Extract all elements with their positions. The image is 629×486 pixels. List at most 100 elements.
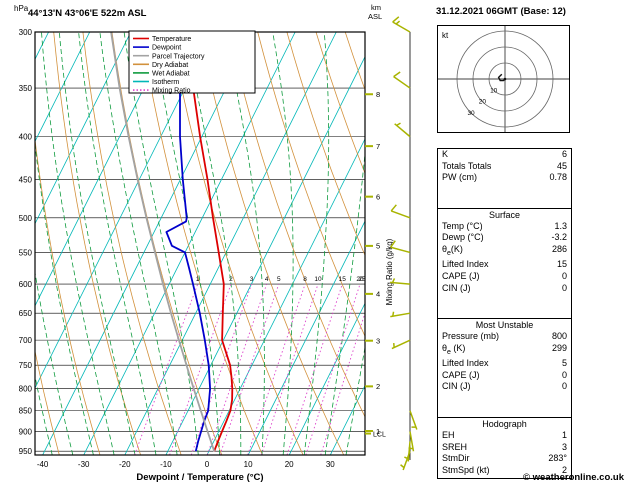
- stat-row: Totals Totals 45: [438, 161, 571, 173]
- stat-value: -3.2: [551, 232, 567, 243]
- stat-value: 0: [561, 381, 567, 392]
- stat-row: Lifted Index 15: [438, 259, 571, 271]
- datetime-label: 31.12.2021 06GMT (Base: 12): [436, 6, 566, 17]
- wet-adiabats: [35, 32, 365, 455]
- wind-barb: [392, 16, 411, 33]
- stat-label: Totals Totals: [442, 160, 492, 171]
- km-tick-label: 7: [376, 142, 380, 151]
- temp-tick-label: -10: [160, 460, 172, 469]
- hodograph-ring: [488, 62, 522, 96]
- stat-row: Lifted Index 5: [438, 358, 571, 370]
- pressure-gridlines: [35, 31, 365, 452]
- km-tick-label: 1: [376, 427, 380, 436]
- pressure-tick-label: 700: [19, 336, 33, 345]
- temp-tick-label: 20: [285, 460, 294, 469]
- stat-value: 800: [551, 331, 567, 342]
- hodograph-trace: [497, 73, 506, 82]
- legend-item-parcel: Parcel Trajectory: [152, 53, 205, 60]
- stat-label: Dewp (°C): [442, 232, 484, 243]
- stat-label: SREH: [442, 441, 468, 452]
- parcel-trajectory-line: [110, 32, 216, 452]
- stat-row: SREH 3: [438, 442, 571, 454]
- hodo-ring-label: 20: [479, 99, 487, 106]
- km-tick-label: 5: [376, 242, 380, 251]
- stat-value: 1: [561, 429, 567, 440]
- mixing-ratio-value-label: 15: [339, 276, 347, 283]
- stats-table: K 6 Totals Totals 45 PW (cm) 0.78 Surface Temp …: [437, 148, 572, 480]
- pressure-axis-labels: 300 350 400 450 500 550 600 650 700 750 800 850 900 9…: [19, 28, 33, 456]
- isotherms: [35, 32, 365, 455]
- km-tick-label: 3: [376, 337, 380, 346]
- km-tick-label: 4: [376, 290, 380, 299]
- stat-value: 3: [561, 441, 567, 452]
- stat-label: CAPE (J): [442, 369, 480, 380]
- stat-row: θe (K) 299: [438, 343, 571, 358]
- stat-value: 1.3: [554, 220, 567, 231]
- mixing-ratio-value-label: 1: [196, 276, 200, 283]
- pressure-tick-label: 800: [19, 385, 33, 394]
- mixing-ratio-value-label: 3: [250, 276, 254, 283]
- dewpoint-line: [165, 32, 212, 452]
- km-tick-label: 8: [376, 90, 380, 99]
- stat-value: 286: [551, 243, 567, 254]
- stat-value: 5: [561, 358, 567, 369]
- lcl-label: LCL: [373, 432, 386, 439]
- pressure-tick-label: 550: [19, 248, 33, 257]
- temperature-line: [186, 32, 234, 452]
- pressure-tick-label: 350: [19, 84, 33, 93]
- hodograph-ring: [472, 46, 538, 112]
- stat-label: θe(K): [442, 243, 463, 257]
- wind-barb: [390, 240, 411, 254]
- legend-item-wet_adiabat: Wet Adiabat: [152, 71, 190, 78]
- temp-tick-label: -30: [78, 460, 90, 469]
- stat-label: θe (K): [442, 342, 466, 356]
- hodo-ring-label: 10: [490, 87, 498, 94]
- pressure-tick-label: 750: [19, 361, 33, 370]
- x-axis-title: Dewpoint / Temperature (°C): [136, 472, 263, 483]
- wind-barb: [391, 339, 411, 350]
- stat-value: 0.78: [549, 172, 567, 183]
- stat-row: Dewp (°C) -3.2: [438, 232, 571, 244]
- pressure-tick-label: 650: [19, 309, 33, 318]
- temp-tick-label: -20: [119, 460, 131, 469]
- stat-row: CIN (J) 0: [438, 283, 571, 295]
- hodograph-ring: [456, 30, 554, 128]
- wind-barb: [390, 204, 411, 219]
- km-unit-label: km: [371, 3, 381, 12]
- legend-item-dry_adiabat: Dry Adiabat: [152, 62, 188, 69]
- profile-lines: [110, 32, 234, 452]
- stat-label: StmDir: [442, 453, 470, 464]
- stat-row: StmSpd (kt) 2: [438, 465, 571, 477]
- stat-row: CAPE (J) 0: [438, 370, 571, 382]
- stat-label: Lifted Index: [442, 259, 489, 270]
- asl-unit-label: ASL: [368, 12, 382, 21]
- stat-value: 0: [561, 369, 567, 380]
- stat-row: Temp (°C) 1.3: [438, 221, 571, 233]
- mixing-ratio-value-label: 8: [303, 276, 307, 283]
- stat-row: PW (cm) 0.78: [438, 172, 571, 184]
- mixing-ratio-value-label: 5: [277, 276, 281, 283]
- stat-row: Pressure (mb) 800: [438, 331, 571, 343]
- hodograph-unit-label: kt: [442, 31, 449, 40]
- temp-tick-label: -40: [37, 460, 49, 469]
- wind-barb: [409, 410, 418, 430]
- stat-label: Lifted Index: [442, 358, 489, 369]
- legend-item-dewpoint: Dewpoint: [152, 45, 181, 52]
- legend-item-isotherm: Isotherm: [152, 79, 179, 86]
- stat-value: 15: [556, 259, 567, 270]
- wind-barb: [400, 450, 411, 471]
- stat-row: EH 1: [438, 430, 571, 442]
- stat-value: 0: [561, 270, 567, 281]
- legend-item-temperature: Temperature: [152, 36, 191, 43]
- stat-row: CIN (J) 0: [438, 381, 571, 393]
- pressure-tick-label: 950: [19, 447, 33, 456]
- mixing-ratio-value-label: 4: [265, 276, 269, 283]
- stat-label: CIN (J): [442, 282, 471, 293]
- stat-value: 283°: [548, 453, 567, 464]
- stat-row: CAPE (J) 0: [438, 271, 571, 283]
- stat-label: PW (cm): [442, 172, 477, 183]
- pressure-tick-label: 500: [19, 214, 33, 223]
